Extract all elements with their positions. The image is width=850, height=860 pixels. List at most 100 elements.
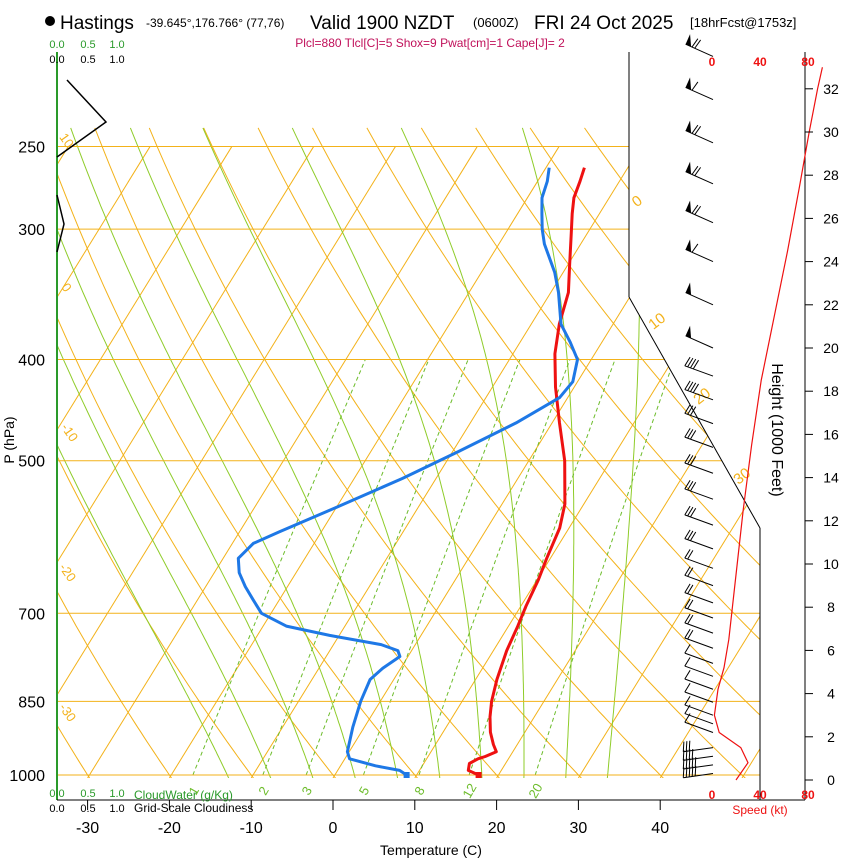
wind-barb (684, 454, 714, 474)
height-tick-label: 26 (823, 210, 839, 226)
wind-barb (682, 765, 714, 779)
speed-tick-label: 0 (709, 55, 716, 69)
x-tick-label: 0 (329, 820, 338, 837)
dry-adiabat-line (57, 171, 418, 778)
cloudwater-tick-label: 1.0 (109, 39, 124, 51)
x-tick-label: 10 (406, 820, 424, 837)
wind-barb (684, 529, 714, 550)
side-adiabat-labels: 10 0 -10 -20 -30 (56, 130, 81, 724)
temperature-line (466, 167, 586, 777)
wind-barb (684, 549, 714, 569)
pressure-tick-label: 700 (18, 606, 45, 623)
height-profile (713, 67, 823, 781)
mixing-ratio-line (418, 359, 571, 776)
wind-barb (684, 404, 714, 425)
isotherm-line (168, 146, 560, 778)
stability-indices: Plcl=880 Tlcl[C]=5 Shox=9 Pwat[cm]=1 Cap… (295, 36, 565, 50)
wind-barb (684, 566, 714, 587)
moist-adiabat-line (202, 127, 441, 778)
mixing-ratio-label: 12 (459, 781, 479, 801)
wind-barb (684, 380, 714, 401)
isotherm-line (57, 146, 233, 431)
cloudwater-label: CloudWater (g/Kg) (134, 788, 233, 802)
height-tick-label: 14 (823, 470, 839, 486)
wind-barb (685, 239, 714, 263)
valid-date: FRI 24 Oct 2025 (534, 13, 673, 34)
station-name: Hastings (60, 13, 134, 34)
mixing-ratio-label: 8 (411, 784, 428, 798)
panel-divider-diagonal (628, 296, 761, 529)
wind-barb (682, 757, 714, 770)
mixing-ratio-label: 3 (299, 784, 316, 798)
mixing-ratio-line (534, 359, 675, 776)
dry-adiabat-line (148, 127, 582, 778)
valid-time: Valid 1900 NZDT (310, 13, 455, 34)
wind-barb (685, 34, 714, 57)
pressure-tick-label: 300 (18, 222, 45, 239)
height-tick-label: 22 (823, 297, 839, 313)
speed-axis-title: Speed (kt) (732, 803, 787, 817)
pressure-tick-label: 250 (18, 139, 45, 156)
dry-adiabat-line (203, 127, 664, 778)
cloudiness-profile (56, 79, 108, 253)
temperature-surface-marker (475, 772, 482, 778)
forecast-info: [18hrFcst@1753z] (690, 15, 796, 30)
cloudiness-label: Grid-Scale Cloudiness (134, 801, 253, 815)
wind-barb (684, 683, 714, 703)
dry-adiabat-line (312, 127, 760, 716)
dry-adiabat-line (257, 127, 746, 778)
height-tick-label: 2 (827, 729, 835, 745)
cloudwater-tick-label: 0.0 (49, 39, 64, 51)
cloudiness-tick-label: 0.0 (49, 803, 64, 815)
dry-adiabat-line (475, 127, 760, 494)
isotherm-line (496, 350, 760, 778)
mixing-ratio-label: 2 (255, 784, 272, 798)
wind-barb (684, 505, 714, 526)
mixing-ratio-label: 5 (356, 784, 373, 798)
temperature-profile (466, 167, 586, 778)
height-tick-label: 30 (823, 124, 839, 140)
side-label: -30 (56, 700, 79, 724)
wind-barb (684, 695, 714, 716)
wind-barb (684, 583, 714, 604)
moist-adiabat-line (57, 227, 314, 778)
moist-adiabat-line (129, 127, 399, 778)
height-tick-label: 18 (823, 383, 839, 399)
side-label: -20 (56, 560, 79, 584)
isotherm-line (659, 615, 760, 778)
station-location: -39.645°,176.766° (77,76) (146, 16, 284, 30)
cloudiness-tick-label: 0.5 (80, 803, 95, 815)
dry-adiabat-line (94, 127, 500, 778)
mixing-ratio-line (362, 359, 521, 776)
wind-barb (682, 740, 714, 753)
moist-adiabat-line (291, 127, 483, 778)
wind-panel-background (629, 52, 760, 528)
dry-adiabat-line (57, 316, 337, 778)
isotherm-line (57, 146, 151, 299)
wind-barb (684, 629, 714, 649)
side-label: 0 (58, 280, 74, 295)
isotherm-line (87, 146, 478, 778)
height-tick-label: 8 (827, 599, 835, 615)
height-tick-label: 10 (823, 556, 839, 572)
cloudwater-tick-label: 0.5 (80, 39, 95, 51)
chart-header: Hastings -39.645°,176.766° (77,76) Valid… (45, 13, 796, 50)
side-label: 10 (56, 130, 77, 150)
dry-adiabat-line (57, 724, 91, 778)
wind-barbs (682, 34, 714, 779)
x-tick-label: 40 (651, 820, 669, 837)
dry-adiabat-line (366, 127, 760, 641)
height-tick-label: 20 (823, 340, 839, 356)
speed-tick-label: 80 (801, 55, 815, 69)
dry-adiabat-line (802, 128, 850, 797)
x-axis-title: Temperature (C) (380, 842, 482, 858)
moist-adiabat-lines (57, 127, 641, 778)
wind-barb (685, 77, 714, 101)
x-tick-label: 30 (570, 820, 588, 837)
mixing-ratio-label: 20 (525, 781, 545, 801)
height-tick-label: 4 (827, 686, 835, 702)
pressure-tick-label: 400 (18, 353, 45, 370)
dewpoint-line (236, 167, 579, 777)
height-tick-label: 0 (827, 772, 835, 788)
